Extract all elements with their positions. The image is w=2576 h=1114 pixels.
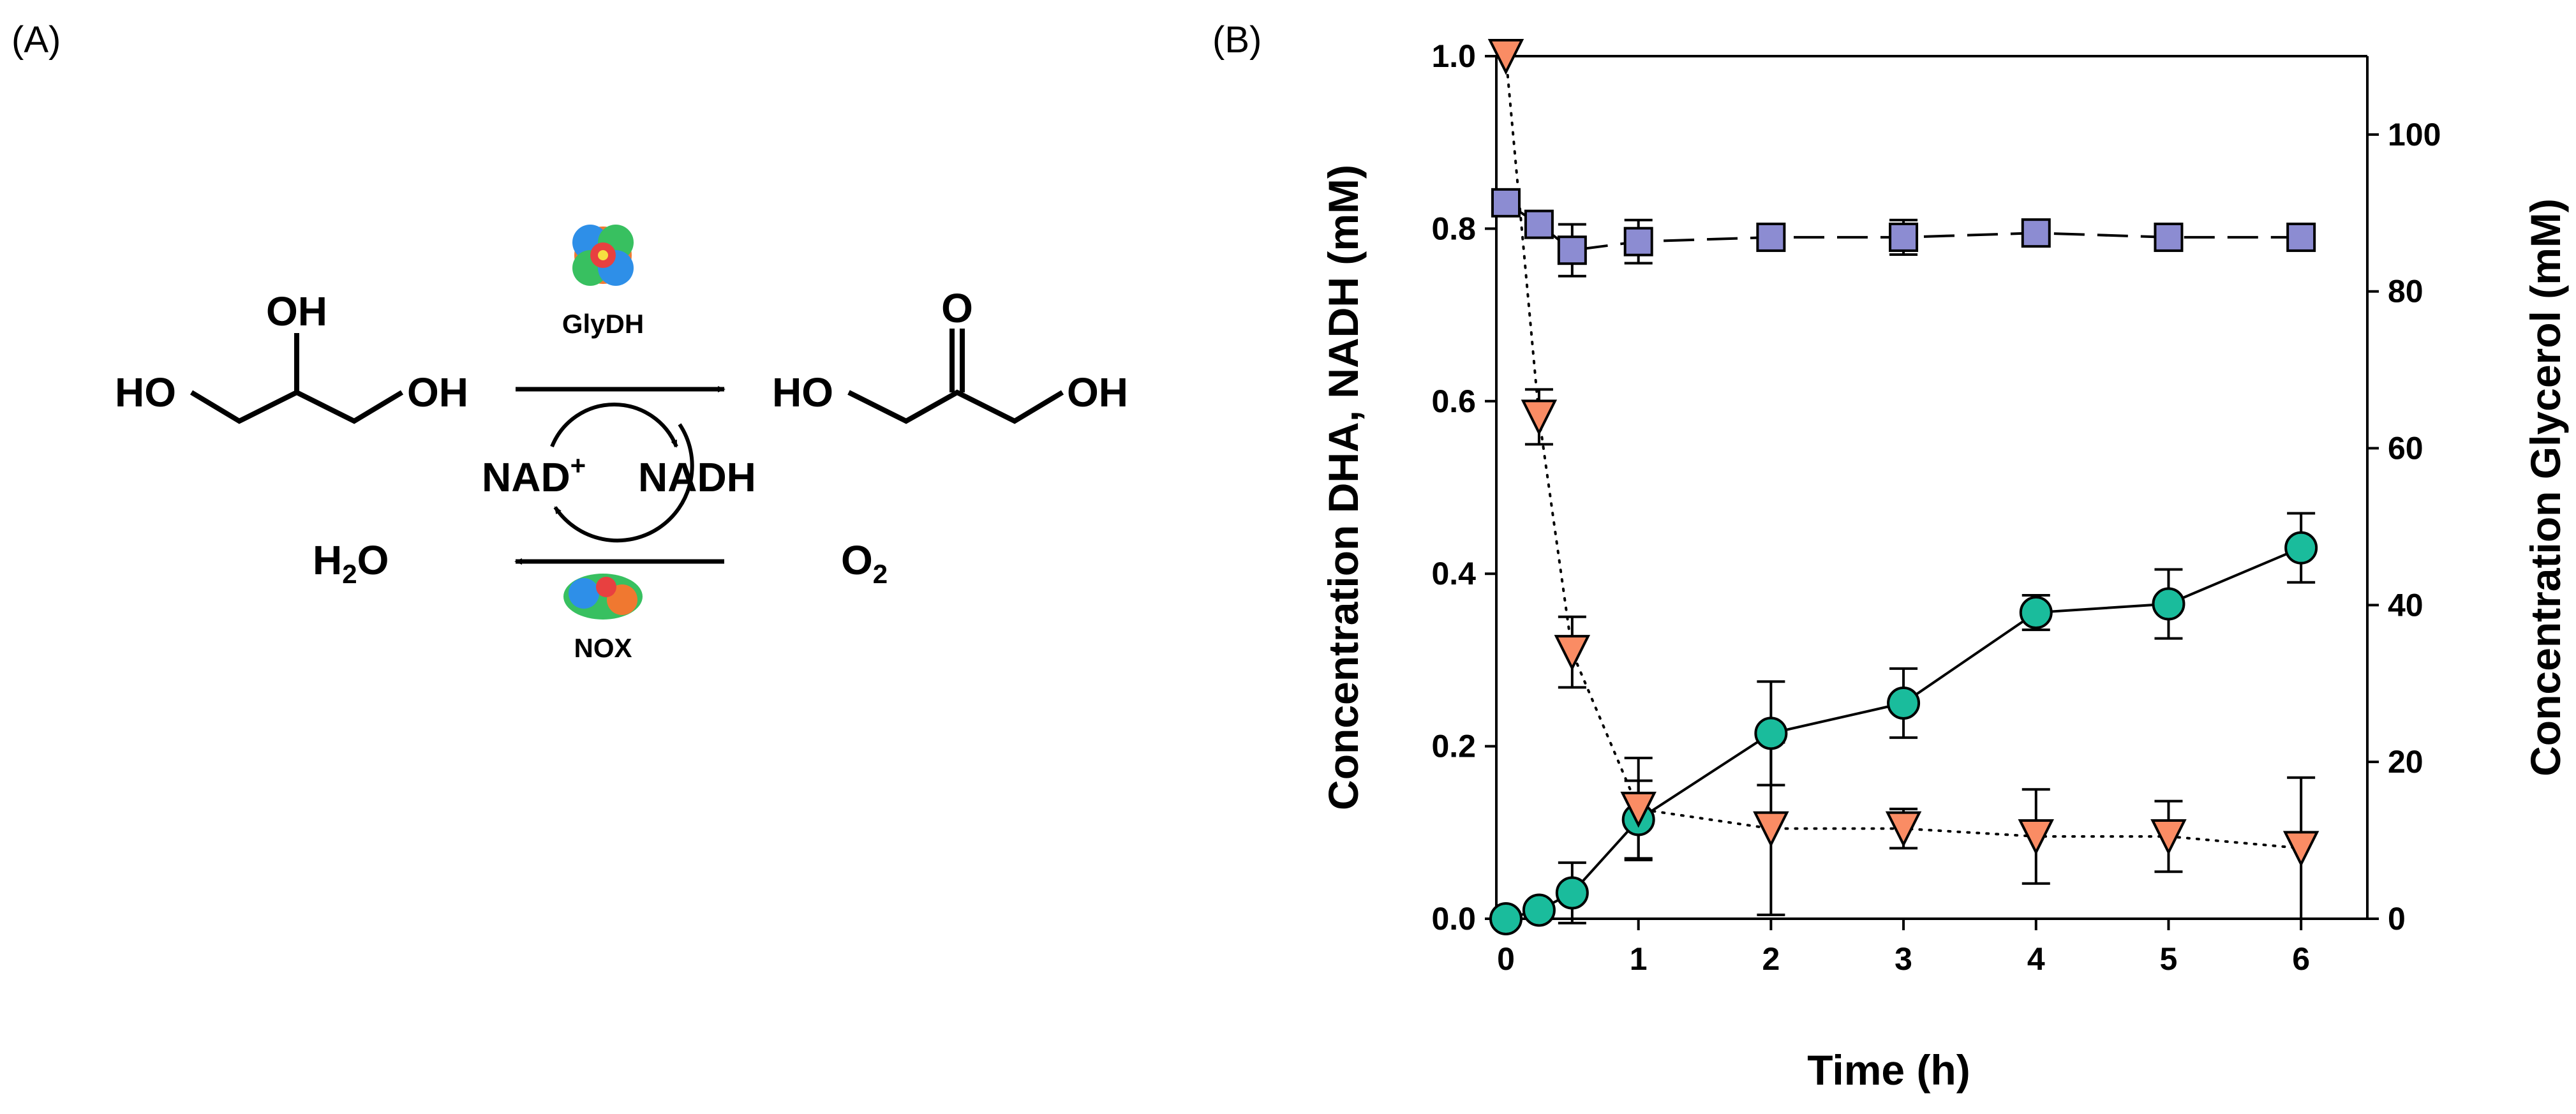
series-markers — [1487, 39, 2319, 935]
x-axis-label: Time (h) — [1807, 1046, 1970, 1094]
dha-point-0 — [1489, 902, 1523, 935]
chart-area: 0 1 2 3 4 5 6 0.0 0.2 0.4 0.6 0.8 1.0 0 20 40 60 80 100 — [1431, 38, 2441, 977]
nadh-point-1 — [1524, 209, 1554, 239]
glycerol-point-0 — [1487, 39, 1524, 75]
nad-recycle-arc-right — [550, 402, 678, 448]
dha-structure: O HO OH — [772, 285, 1128, 424]
glycerol-point-3 — [1620, 791, 1657, 828]
y2-tick-label-0: 0 — [2388, 901, 2406, 937]
y2-tick-label-5: 100 — [2388, 117, 2441, 152]
series-lines — [1505, 55, 2303, 920]
glycerol-point-4 — [1753, 811, 1789, 848]
glydh-protein-icon — [572, 225, 634, 286]
y2-tick-label-1: 20 — [2388, 744, 2423, 780]
nad-plus-label: NAD+ — [482, 450, 586, 500]
dha-point-1 — [1522, 893, 1556, 927]
nadh-point-6 — [2021, 218, 2051, 248]
right-y-axis-label: Concentration Glycerol (mM) — [2522, 198, 2569, 776]
nox-protein-icon — [563, 574, 643, 620]
glydh-label: GlyDH — [562, 309, 644, 339]
nadh-label: NADH — [638, 454, 756, 500]
panel-a-label: (A) — [11, 19, 61, 61]
dha-point-8 — [2284, 531, 2318, 565]
y-tick-label-3: 0.6 — [1431, 383, 1476, 419]
nadh-point-2 — [1557, 235, 1587, 265]
x-tick-label-5: 5 — [2160, 941, 2178, 977]
x-tick-label-6: 6 — [2292, 941, 2310, 977]
tick-group: 0 1 2 3 4 5 6 0.0 0.2 0.4 0.6 0.8 1.0 0 20 40 60 80 100 — [1431, 38, 2441, 977]
nad-recycle-arc-left — [553, 423, 694, 543]
x-tick-label-0: 0 — [1497, 941, 1515, 977]
glycerol-point-7 — [2150, 819, 2187, 856]
glycerol-point-8 — [2282, 831, 2319, 867]
glycerol-ho-left: HO — [115, 369, 176, 415]
y-tick-label-2: 0.4 — [1431, 556, 1476, 591]
y-tick-label-5: 1.0 — [1431, 38, 1476, 74]
left-y-axis-label: Concentration DHA, NADH (mM) — [1320, 165, 1367, 810]
dha-point-7 — [2152, 587, 2185, 621]
nad-superscript: + — [570, 450, 586, 480]
glycerol-oh-right: OH — [407, 369, 468, 415]
y2-tick-label-4: 80 — [2388, 274, 2423, 309]
glycerol-structure: OH HO OH — [115, 288, 468, 424]
x-tick-label-2: 2 — [1762, 941, 1780, 977]
y-tick-label-4: 0.8 — [1431, 211, 1476, 246]
water-h: H — [313, 537, 342, 583]
dha-point-4 — [1754, 717, 1788, 750]
glycerol-line — [1505, 55, 2303, 850]
glycerol-point-5 — [1885, 811, 1922, 848]
x-tick-label-3: 3 — [1895, 941, 1912, 977]
water-subscript: 2 — [342, 559, 357, 589]
dha-point-2 — [1555, 876, 1589, 910]
y2-tick-label-2: 40 — [2388, 587, 2423, 623]
nadh-point-3 — [1623, 227, 1653, 256]
oxygen-label: O2 — [841, 537, 888, 589]
y-tick-label-0: 0.0 — [1431, 901, 1476, 937]
x-tick-label-4: 4 — [2027, 941, 2045, 977]
glycerol-point-2 — [1554, 635, 1591, 671]
glycerol-oh-top: OH — [266, 288, 327, 334]
dha-carbonyl-o: O — [941, 285, 973, 331]
dha-point-6 — [2019, 596, 2053, 630]
nadh-point-0 — [1491, 188, 1521, 218]
nadh-point-4 — [1756, 222, 1786, 252]
nox-label: NOX — [574, 633, 632, 663]
oxygen-subscript: 2 — [873, 559, 888, 589]
dha-point-5 — [1887, 687, 1921, 720]
glycerol-point-6 — [2018, 819, 2055, 856]
oxygen-o: O — [841, 537, 873, 583]
water-label: H2O — [313, 537, 389, 589]
glycerol-point-1 — [1521, 399, 1558, 436]
y-tick-label-1: 0.2 — [1431, 729, 1476, 764]
nadh-point-7 — [2154, 222, 2184, 252]
x-tick-label-1: 1 — [1630, 941, 1648, 977]
panel-b-label: (B) — [1212, 19, 1262, 61]
y2-tick-label-3: 60 — [2388, 431, 2423, 466]
nadh-point-5 — [1889, 222, 1919, 252]
water-o: O — [357, 537, 389, 583]
dha-oh-right: OH — [1067, 369, 1128, 415]
nadh-point-8 — [2286, 222, 2316, 252]
nad-text: NAD — [482, 454, 570, 500]
dha-ho-left: HO — [772, 369, 833, 415]
